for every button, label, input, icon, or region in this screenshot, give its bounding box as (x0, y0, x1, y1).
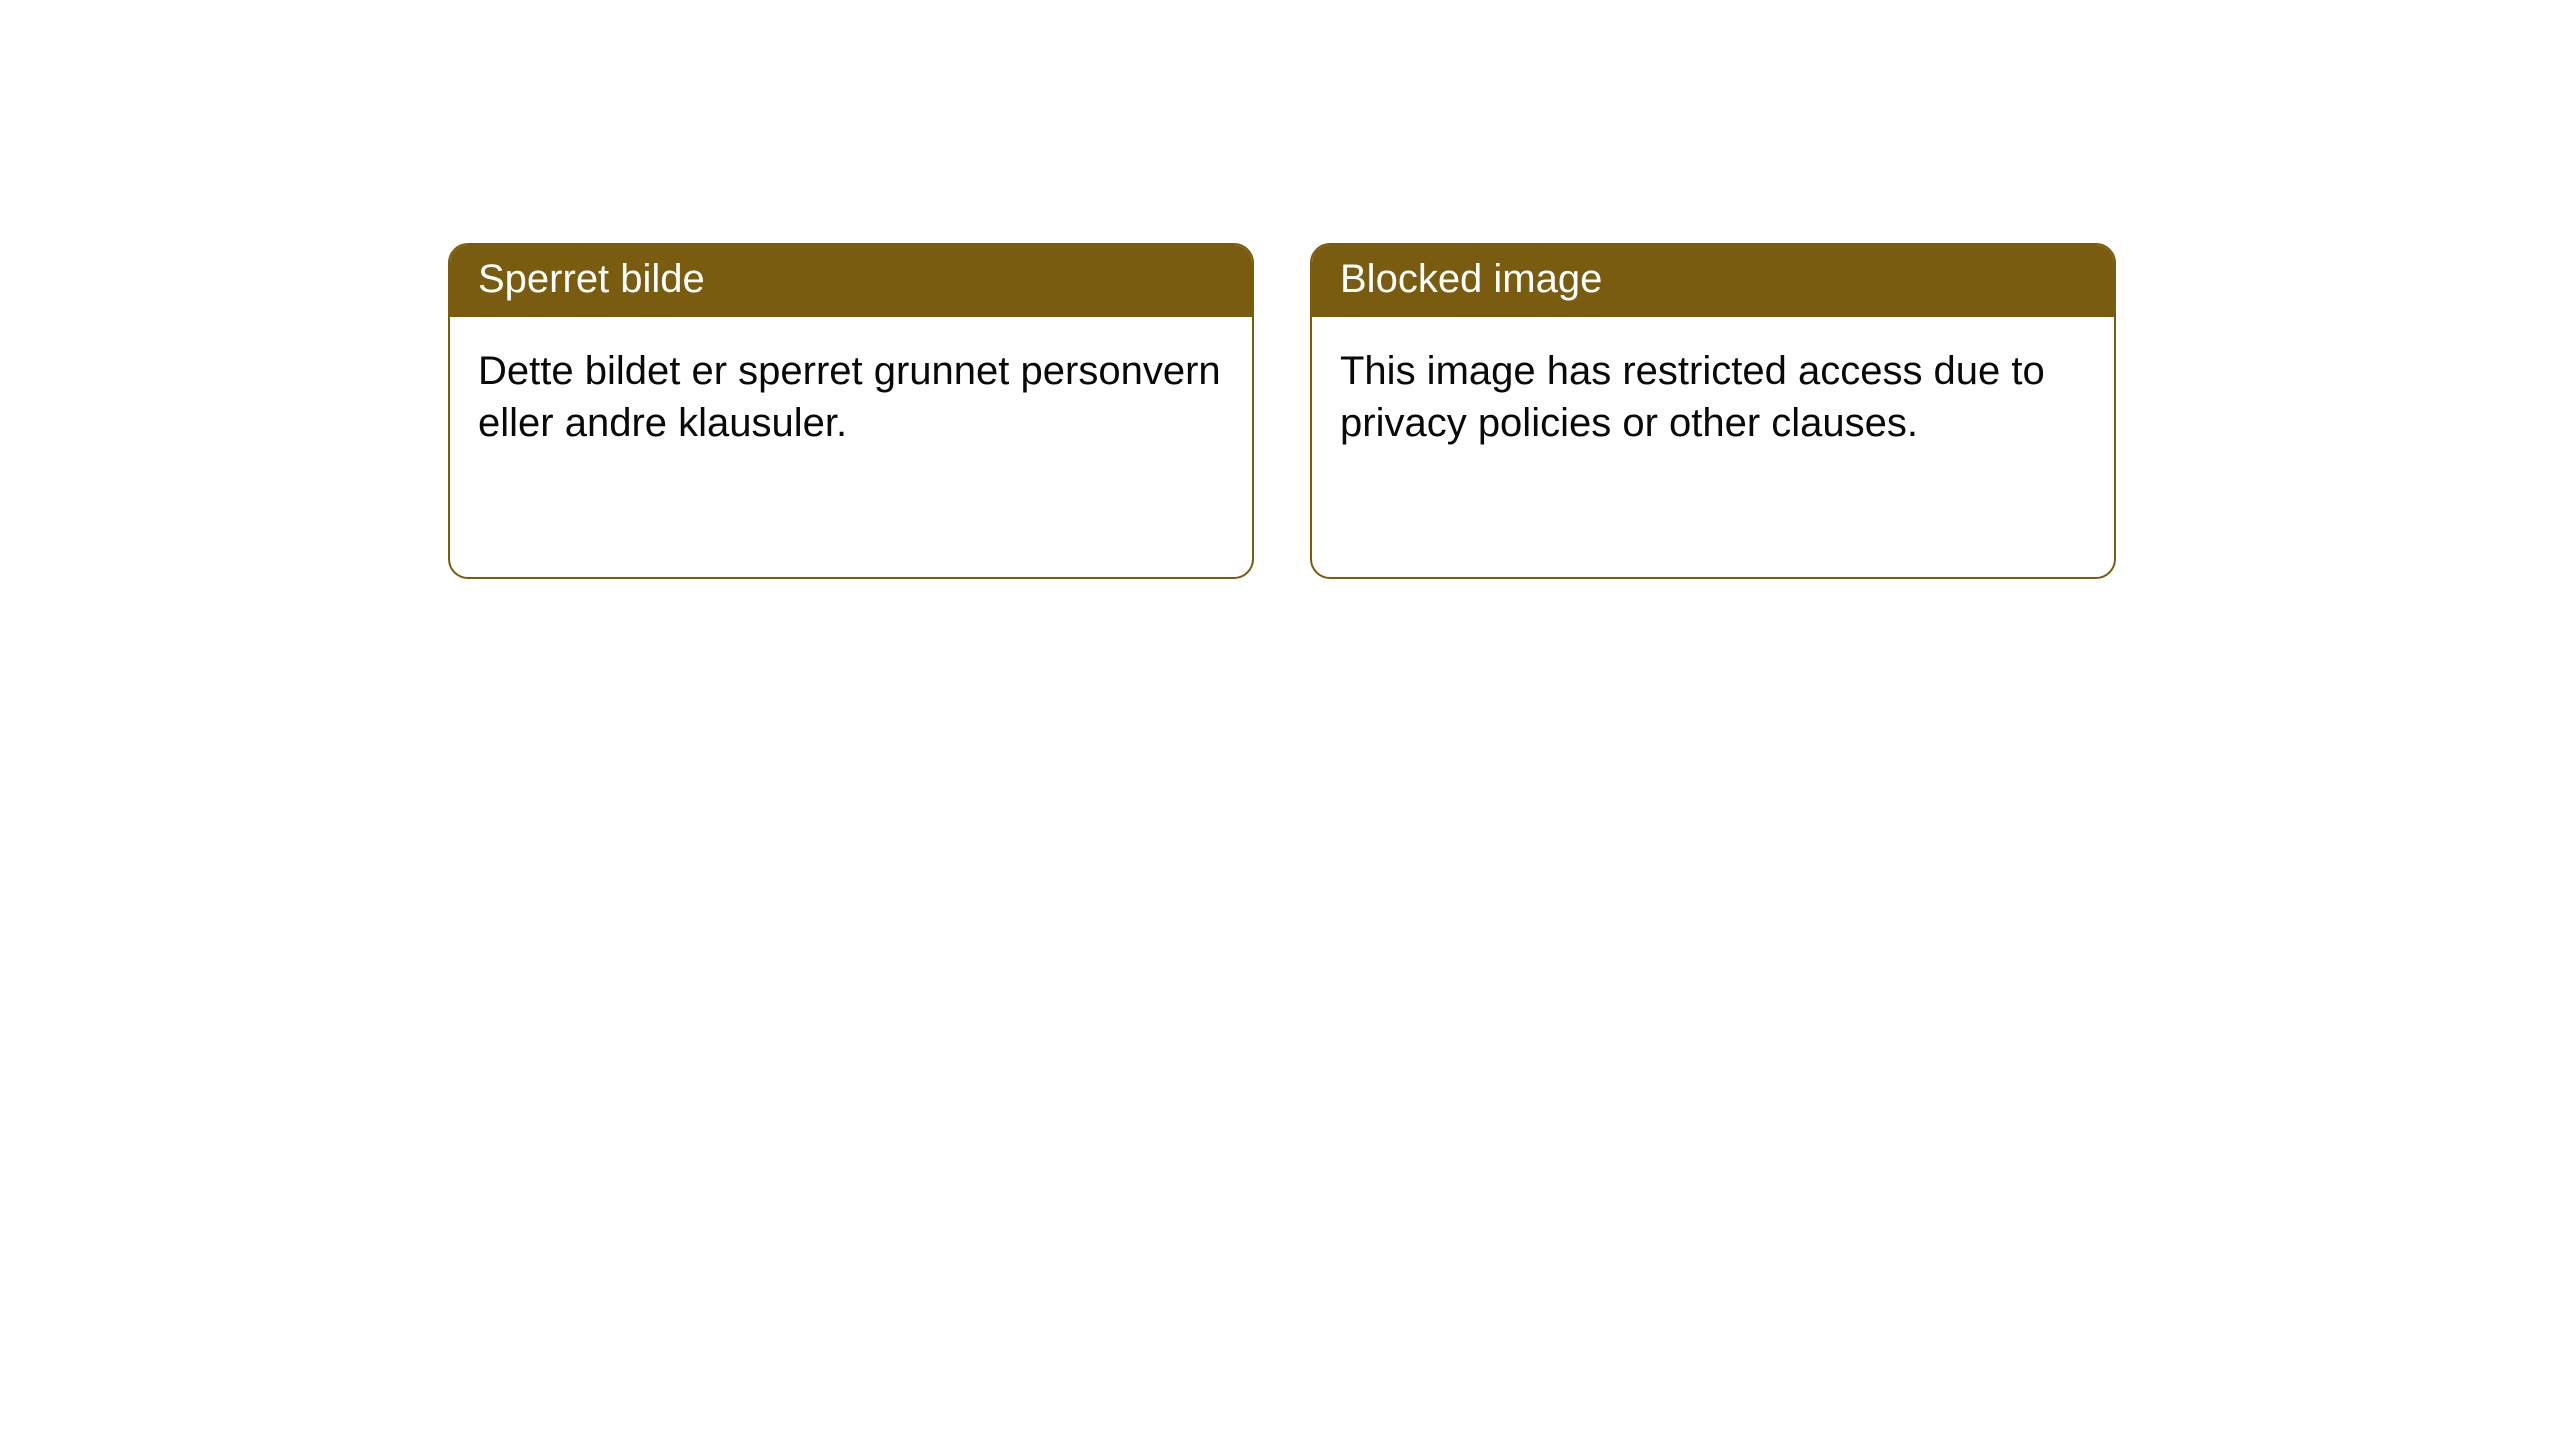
notice-title-norwegian: Sperret bilde (450, 245, 1252, 317)
notice-title-english: Blocked image (1312, 245, 2114, 317)
notice-body-english: This image has restricted access due to … (1312, 317, 2114, 477)
notice-card-norwegian: Sperret bilde Dette bildet er sperret gr… (448, 243, 1254, 579)
notice-card-english: Blocked image This image has restricted … (1310, 243, 2116, 579)
notice-container: Sperret bilde Dette bildet er sperret gr… (448, 243, 2116, 579)
notice-body-norwegian: Dette bildet er sperret grunnet personve… (450, 317, 1252, 477)
